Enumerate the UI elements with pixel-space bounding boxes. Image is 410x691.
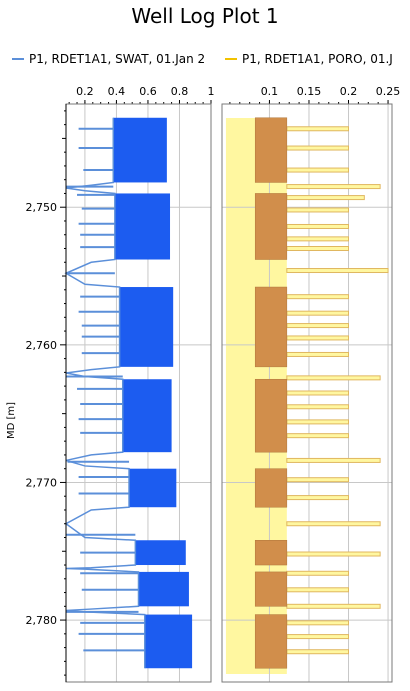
y-tick-label: 2,780 (26, 614, 58, 627)
poro-spike (286, 323, 350, 329)
y-tick-label: 2,750 (26, 201, 58, 214)
poro-spike (286, 195, 365, 201)
poro-spike (286, 294, 350, 300)
poro-core-zone (254, 193, 288, 260)
poro-spike (286, 404, 350, 410)
legend-swatch-poro (225, 57, 237, 60)
swat-zone (135, 540, 186, 566)
poro-spike (286, 570, 350, 576)
swat-zone (129, 468, 177, 508)
poro-spike (286, 390, 350, 396)
y-axis-label: MD [m] (6, 402, 17, 439)
x-tick-label: 1 (208, 85, 215, 98)
swat-zone (138, 571, 189, 607)
poro-spike (286, 310, 350, 316)
poro-spike (286, 207, 350, 213)
poro-core-zone (254, 540, 288, 566)
poro-spike (286, 457, 381, 463)
poro-spike (286, 184, 381, 190)
poro-core-zone (254, 614, 288, 669)
poro-core-zone (254, 468, 288, 508)
poro-spike (286, 268, 389, 274)
x-tick-label: 0.6 (139, 85, 157, 98)
x-tick-label: 0.1 (261, 85, 279, 98)
y-tick-label: 2,760 (26, 339, 58, 352)
legend-item-poro[interactable]: P1, RDET1A1, PORO, 01.J (225, 52, 393, 66)
x-tick-label: 0.15 (297, 85, 322, 98)
poro-spike (286, 603, 381, 609)
poro-spike (286, 551, 381, 557)
swat-zone (113, 117, 167, 183)
poro-spike (286, 351, 350, 357)
track-frame (221, 103, 393, 683)
poro-spike (286, 433, 350, 439)
legend-label-swat: P1, RDET1A1, SWAT, 01.Jan 2 (29, 52, 206, 66)
poro-spike (286, 419, 350, 425)
depth-axis: 2,750 2,760 2,770 2,780 MD [m] (6, 104, 67, 682)
poro-spike (286, 634, 350, 640)
swat-zone (119, 287, 174, 367)
poro-spike (286, 126, 350, 132)
poro-spike (286, 246, 350, 251)
poro-spike (286, 495, 350, 501)
poro-spike (286, 167, 350, 173)
poro-core-zone (254, 571, 288, 607)
track-swat: 0.2 0.4 0.6 0.8 1 (64, 85, 215, 683)
poro-spike (286, 375, 381, 381)
poro-spike (286, 620, 350, 626)
legend-label-poro: P1, RDET1A1, PORO, 01.J (242, 52, 393, 66)
poro-core-zone (254, 117, 288, 183)
swat-zone (122, 379, 172, 453)
x-tick-label: 0.8 (171, 85, 189, 98)
poro-spike (286, 145, 350, 151)
poro-spike (286, 587, 350, 593)
swat-zone (114, 193, 171, 260)
x-tick-label: 0.2 (76, 85, 94, 98)
x-tick-label: 0.4 (108, 85, 126, 98)
poro-spike (286, 521, 381, 527)
x-tick-label: 0.2 (340, 85, 358, 98)
y-tick-label: 2,770 (26, 476, 58, 489)
legend-item-swat[interactable]: P1, RDET1A1, SWAT, 01.Jan 2 (12, 52, 205, 66)
x-tick-label: 0.25 (376, 85, 401, 98)
legend-swatch-swat (12, 57, 24, 60)
legend: P1, RDET1A1, SWAT, 01.Jan 2 P1, RDET1A1,… (0, 50, 410, 70)
poro-spike (286, 649, 350, 655)
poro-spike (286, 335, 350, 341)
poro-spike (286, 236, 350, 242)
track-poro: 0.1 0.15 0.2 0.25 (221, 85, 401, 683)
poro-core-zone (254, 286, 288, 368)
chart-title: Well Log Plot 1 (131, 4, 279, 28)
poro-spike (286, 477, 350, 483)
poro-core-zone (254, 378, 288, 453)
poro-spike (286, 223, 350, 229)
swat-zone (144, 614, 193, 669)
